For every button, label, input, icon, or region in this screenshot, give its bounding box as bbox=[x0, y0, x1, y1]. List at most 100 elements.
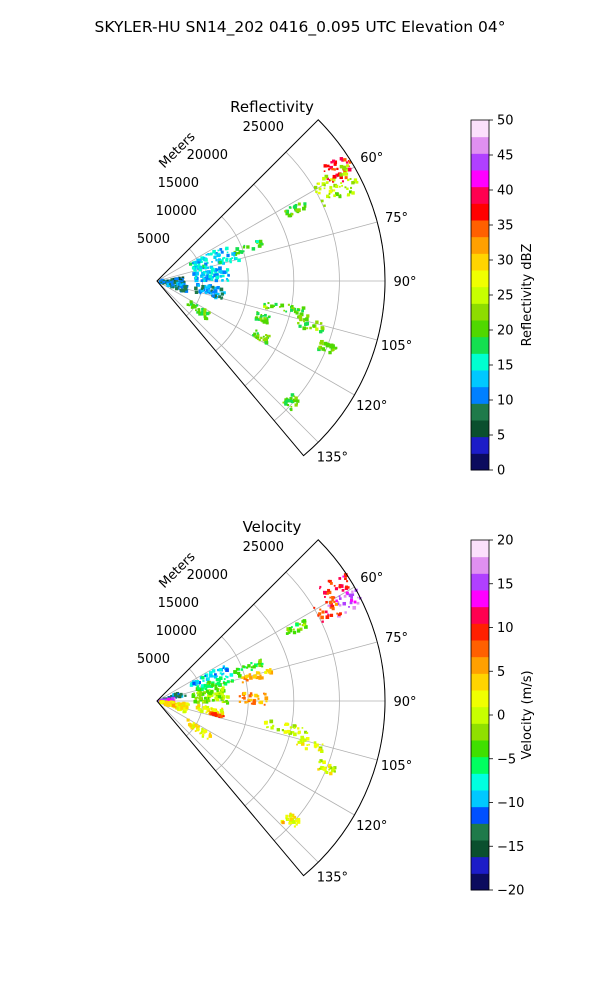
echo-gate bbox=[260, 315, 263, 318]
echo-gate bbox=[198, 289, 203, 293]
echo-gate bbox=[306, 731, 309, 734]
echo-gate bbox=[176, 707, 179, 710]
colorbar-tick-label: 0 bbox=[497, 464, 505, 479]
echo-gate bbox=[350, 186, 353, 189]
echo-gate bbox=[333, 766, 337, 770]
echo-gate bbox=[324, 769, 327, 773]
echo-gate bbox=[226, 680, 230, 684]
echo-gate bbox=[214, 684, 218, 687]
echo-gate bbox=[256, 332, 259, 335]
echo-gate bbox=[318, 191, 321, 195]
echo-gate bbox=[263, 302, 266, 306]
echo-gate bbox=[225, 695, 229, 698]
echo-gate bbox=[218, 266, 222, 271]
echo-gate bbox=[332, 346, 335, 349]
echo-gate bbox=[331, 607, 335, 611]
echo-gate bbox=[225, 668, 229, 672]
echo-gate bbox=[206, 270, 210, 274]
echo-gate bbox=[171, 703, 176, 708]
echo-gate bbox=[200, 279, 204, 283]
echo-gate bbox=[216, 681, 221, 686]
colorbar-tick-label: 30 bbox=[497, 254, 514, 269]
echo-gate bbox=[197, 681, 201, 685]
echo-gate bbox=[350, 595, 353, 599]
echo-gate bbox=[182, 282, 186, 286]
echo-gate bbox=[206, 684, 211, 688]
echo-gate bbox=[190, 306, 194, 309]
echo-gate bbox=[284, 210, 287, 213]
echo-gate bbox=[342, 172, 347, 176]
echo-gate bbox=[260, 676, 264, 680]
echo-gate bbox=[338, 195, 342, 199]
echo-gate bbox=[320, 199, 324, 203]
echo-gate bbox=[253, 335, 256, 338]
colorbar-segment bbox=[471, 806, 489, 824]
echo-gate bbox=[321, 620, 324, 623]
echo-gate bbox=[219, 270, 223, 274]
echo-gate bbox=[180, 705, 185, 710]
echo-gate bbox=[208, 274, 212, 279]
echo-region bbox=[192, 266, 230, 283]
echo-gate bbox=[218, 260, 222, 265]
echo-gate bbox=[261, 662, 264, 665]
echo-gate bbox=[244, 675, 248, 679]
echo-gate bbox=[196, 726, 199, 729]
echo-gate bbox=[176, 693, 179, 696]
colorbar-tick-label: 40 bbox=[497, 184, 514, 199]
echo-gate bbox=[338, 613, 341, 617]
echo-gate bbox=[338, 604, 342, 607]
echo-gate bbox=[255, 316, 259, 319]
echo-gate bbox=[208, 689, 211, 691]
echo-gate bbox=[226, 279, 230, 282]
echo-region bbox=[189, 665, 229, 687]
echo-gate bbox=[202, 706, 207, 710]
echo-gate bbox=[342, 601, 347, 606]
echo-gate bbox=[302, 619, 307, 623]
echo-gate bbox=[326, 164, 330, 168]
echo-gate bbox=[179, 285, 182, 288]
echo-gate bbox=[237, 251, 240, 255]
echo-gate bbox=[293, 815, 297, 819]
echo-gate bbox=[306, 327, 309, 330]
echo-gate bbox=[222, 270, 227, 275]
echo-gate bbox=[344, 186, 347, 189]
echo-gate bbox=[332, 174, 337, 179]
echo-gate bbox=[200, 709, 204, 713]
azimuth-tick-label: 120° bbox=[356, 399, 387, 414]
echo-gate bbox=[205, 689, 210, 693]
colorbar-segment bbox=[471, 756, 489, 774]
echo-gate bbox=[332, 178, 336, 182]
echo-gate bbox=[205, 705, 210, 710]
echo-gate bbox=[178, 706, 182, 710]
echo-gate bbox=[177, 702, 180, 705]
echo-gate bbox=[192, 681, 196, 686]
echo-gate bbox=[222, 279, 224, 281]
echo-gate bbox=[219, 708, 224, 713]
echo-gate bbox=[326, 177, 330, 181]
colorbar-tick-label: 20 bbox=[497, 324, 514, 339]
echo-gate bbox=[328, 196, 331, 199]
echo-gate bbox=[202, 699, 207, 704]
echo-gate bbox=[217, 687, 220, 691]
colorbar-tick-label: 35 bbox=[497, 219, 514, 234]
echo-gate bbox=[322, 343, 324, 346]
colorbar-segment bbox=[471, 370, 489, 388]
echo-gate bbox=[330, 161, 333, 164]
echo-gate bbox=[315, 190, 318, 193]
colorbar-segment bbox=[471, 153, 489, 171]
echo-gate bbox=[204, 278, 206, 280]
echo-gate bbox=[214, 278, 219, 283]
echo-gate bbox=[328, 590, 332, 595]
echo-region bbox=[191, 686, 230, 705]
echo-gate bbox=[344, 176, 348, 180]
echo-gate bbox=[201, 733, 205, 737]
echo-gate bbox=[182, 280, 185, 283]
echo-gate bbox=[318, 767, 321, 770]
radial-tick-label: 10000 bbox=[156, 204, 197, 219]
echo-gate bbox=[339, 164, 344, 169]
echo-gate bbox=[320, 765, 323, 768]
echo-gate bbox=[237, 668, 241, 671]
echo-gate bbox=[276, 728, 280, 732]
echo-gate bbox=[296, 399, 300, 403]
echo-gate bbox=[206, 266, 210, 269]
